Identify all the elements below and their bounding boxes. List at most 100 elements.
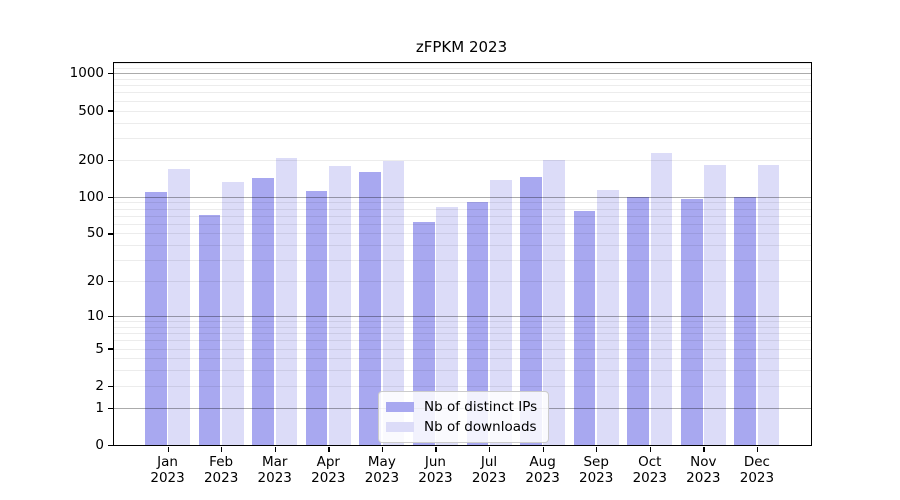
y-tick-mark	[107, 73, 113, 75]
x-tick-year: 2023	[579, 470, 614, 487]
bar-downloads	[436, 207, 458, 446]
y-tick-mark	[107, 110, 113, 112]
y-tick-label: 100	[78, 188, 104, 205]
x-tick-year: 2023	[364, 470, 400, 487]
bar-downloads	[489, 180, 512, 446]
legend: Nb of distinct IPs Nb of downloads	[378, 390, 550, 443]
bar-downloads	[275, 157, 298, 446]
x-tick-mark	[756, 447, 759, 453]
minor-gridline	[114, 78, 811, 80]
x-tick-label: Feb 2023	[204, 454, 238, 486]
minor-gridline	[114, 137, 811, 139]
bar-distinct-ips	[145, 192, 167, 446]
legend-item-downloads: Nb of downloads	[386, 419, 537, 435]
bar-distinct-ips	[359, 172, 382, 446]
x-tick-month: Sep	[583, 454, 609, 471]
x-tick-label: Aug 2023	[525, 454, 559, 486]
y-tick-mark	[107, 281, 113, 283]
x-tick-mark	[221, 447, 223, 453]
minor-gridline	[114, 63, 811, 65]
y-tick-mark	[107, 315, 113, 318]
x-tick-mark	[167, 447, 169, 453]
bar-downloads	[543, 160, 566, 446]
x-tick-month: Jun	[424, 454, 446, 471]
x-tick-month: Apr	[316, 454, 340, 471]
bar-downloads	[650, 153, 673, 446]
bar-distinct-ips	[520, 177, 542, 446]
minor-gridline	[114, 85, 811, 87]
bar-downloads	[329, 166, 351, 446]
y-tick-mark	[107, 159, 113, 161]
bar-distinct-ips	[412, 221, 435, 446]
bar-distinct-ips	[466, 202, 489, 446]
bar-distinct-ips	[680, 199, 703, 446]
y-tick-label: 2	[95, 377, 104, 394]
legend-item-distinct-ips: Nb of distinct IPs	[386, 399, 537, 415]
minor-gridline	[114, 68, 811, 70]
x-tick-year: 2023	[257, 470, 292, 487]
major-gridline	[114, 73, 811, 75]
x-tick-mark	[489, 447, 491, 453]
x-tick-mark	[649, 447, 652, 453]
legend-swatch-distinct-ips	[386, 401, 414, 412]
x-tick-month: Oct	[638, 454, 662, 471]
x-tick-year: 2023	[418, 470, 453, 487]
bar-distinct-ips	[305, 191, 328, 446]
x-tick-year: 2023	[632, 470, 667, 487]
minor-gridline	[114, 110, 811, 112]
x-tick-mark	[596, 447, 598, 453]
x-tick-label: Dec 2023	[740, 454, 774, 486]
x-tick-mark	[381, 447, 384, 453]
y-tick-mark	[107, 385, 113, 388]
x-tick-label: Nov 2023	[686, 454, 720, 486]
x-tick-year: 2023	[311, 470, 346, 487]
bar-distinct-ips	[573, 211, 596, 446]
legend-label-downloads: Nb of downloads	[424, 418, 537, 435]
bar-downloads	[168, 168, 191, 446]
x-tick-label: Mar 2023	[258, 454, 292, 486]
bar-distinct-ips	[627, 196, 649, 446]
x-tick-year: 2023	[525, 470, 560, 487]
bar-downloads	[382, 160, 405, 446]
chart-title: zFPKM 2023	[415, 38, 508, 56]
x-tick-month: Feb	[209, 454, 234, 471]
x-tick-mark	[435, 447, 437, 453]
x-tick-year: 2023	[471, 470, 507, 487]
x-tick-label: Apr 2023	[311, 454, 345, 486]
x-tick-label: Sep 2023	[579, 454, 613, 486]
y-tick-label: 5	[95, 340, 104, 357]
x-tick-mark	[274, 447, 277, 453]
plot-area: Nb of distinct IPs Nb of downloads Jan 20…	[70, 61, 812, 486]
x-tick-month: Nov	[690, 454, 717, 471]
x-tick-year: 2023	[686, 470, 721, 487]
x-tick-month: Aug	[529, 454, 556, 471]
y-tick-label: 1	[95, 399, 104, 416]
bar-distinct-ips	[198, 214, 221, 446]
legend-swatch-downloads	[386, 421, 414, 432]
x-tick-label: Jul 2023	[472, 454, 506, 486]
minor-gridline	[114, 100, 811, 102]
bar-downloads	[596, 189, 619, 446]
x-tick-mark	[328, 447, 330, 453]
x-tick-month: May	[367, 454, 396, 471]
y-tick-label: 500	[78, 102, 104, 119]
x-tick-year: 2023	[150, 470, 185, 487]
bar-distinct-ips	[252, 178, 274, 446]
y-tick-mark	[107, 196, 113, 198]
y-tick-mark	[107, 233, 113, 235]
x-tick-month: Jul	[480, 454, 498, 471]
minor-gridline	[114, 92, 811, 94]
bar-downloads	[704, 164, 726, 446]
minor-gridline	[114, 122, 811, 124]
y-tick-mark	[107, 444, 113, 447]
bar-downloads	[221, 181, 244, 446]
y-tick-label: 200	[78, 151, 104, 168]
x-tick-label: Jan 2023	[150, 454, 184, 486]
y-tick-mark	[107, 407, 113, 409]
legend-label-distinct-ips: Nb of distinct IPs	[424, 398, 538, 415]
x-tick-year: 2023	[203, 470, 239, 487]
bar-distinct-ips	[734, 196, 757, 446]
x-tick-label: Oct 2023	[633, 454, 667, 486]
x-tick-year: 2023	[739, 470, 775, 487]
